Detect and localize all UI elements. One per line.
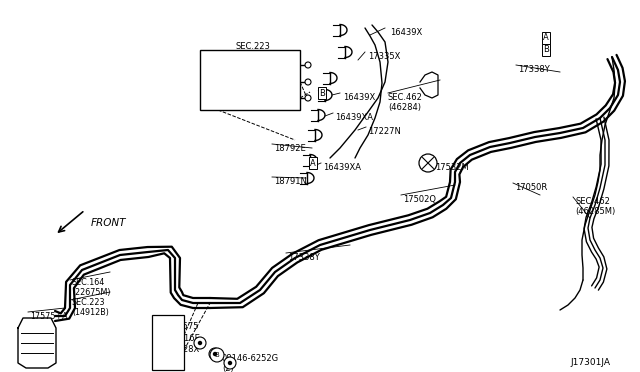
Text: 18792E: 18792E [274,144,306,153]
Circle shape [305,79,311,85]
Text: 16439XA: 16439XA [323,163,361,172]
Circle shape [419,154,437,172]
Circle shape [305,95,311,101]
Text: 18316E: 18316E [168,334,200,343]
Text: SEC.462
(46284): SEC.462 (46284) [388,93,423,112]
Text: 17502Q: 17502Q [403,195,436,204]
Text: 17338Y: 17338Y [518,65,550,74]
Circle shape [209,348,221,360]
Text: SEC.223
(14950): SEC.223 (14950) [236,42,271,61]
Text: A: A [310,158,316,167]
Circle shape [210,348,224,362]
Text: 17338Y: 17338Y [288,253,320,262]
Text: 08146-6252G
(2): 08146-6252G (2) [222,354,279,372]
Text: SEC.462
(46285M): SEC.462 (46285M) [575,197,615,217]
Circle shape [198,341,202,344]
Text: 17575+A: 17575+A [30,312,68,321]
Circle shape [194,337,206,349]
Text: B: B [543,45,549,55]
Circle shape [228,362,232,365]
Bar [200,50,300,110]
Text: B: B [214,352,220,358]
Text: SEC.223
(14912B): SEC.223 (14912B) [72,298,109,317]
Text: A: A [543,33,549,42]
Circle shape [214,353,216,356]
Text: 18791N: 18791N [274,177,307,186]
Text: J17301JA: J17301JA [570,358,610,367]
Circle shape [305,62,311,68]
Text: 17575: 17575 [172,322,198,331]
Text: 17227N: 17227N [368,127,401,136]
Bar [152,315,184,370]
Text: 17532M: 17532M [435,163,468,172]
Text: 16439X: 16439X [343,93,375,102]
Text: SEC.164
(22675M): SEC.164 (22675M) [72,278,111,297]
Text: FRONT: FRONT [91,218,127,228]
Text: 17050R: 17050R [515,183,547,192]
Text: 16439XA: 16439XA [335,113,373,122]
Circle shape [224,357,236,369]
Text: 16439X: 16439X [390,28,422,37]
Text: 49728X: 49728X [168,345,200,354]
Text: B: B [319,89,325,97]
Text: 17335X: 17335X [368,52,401,61]
